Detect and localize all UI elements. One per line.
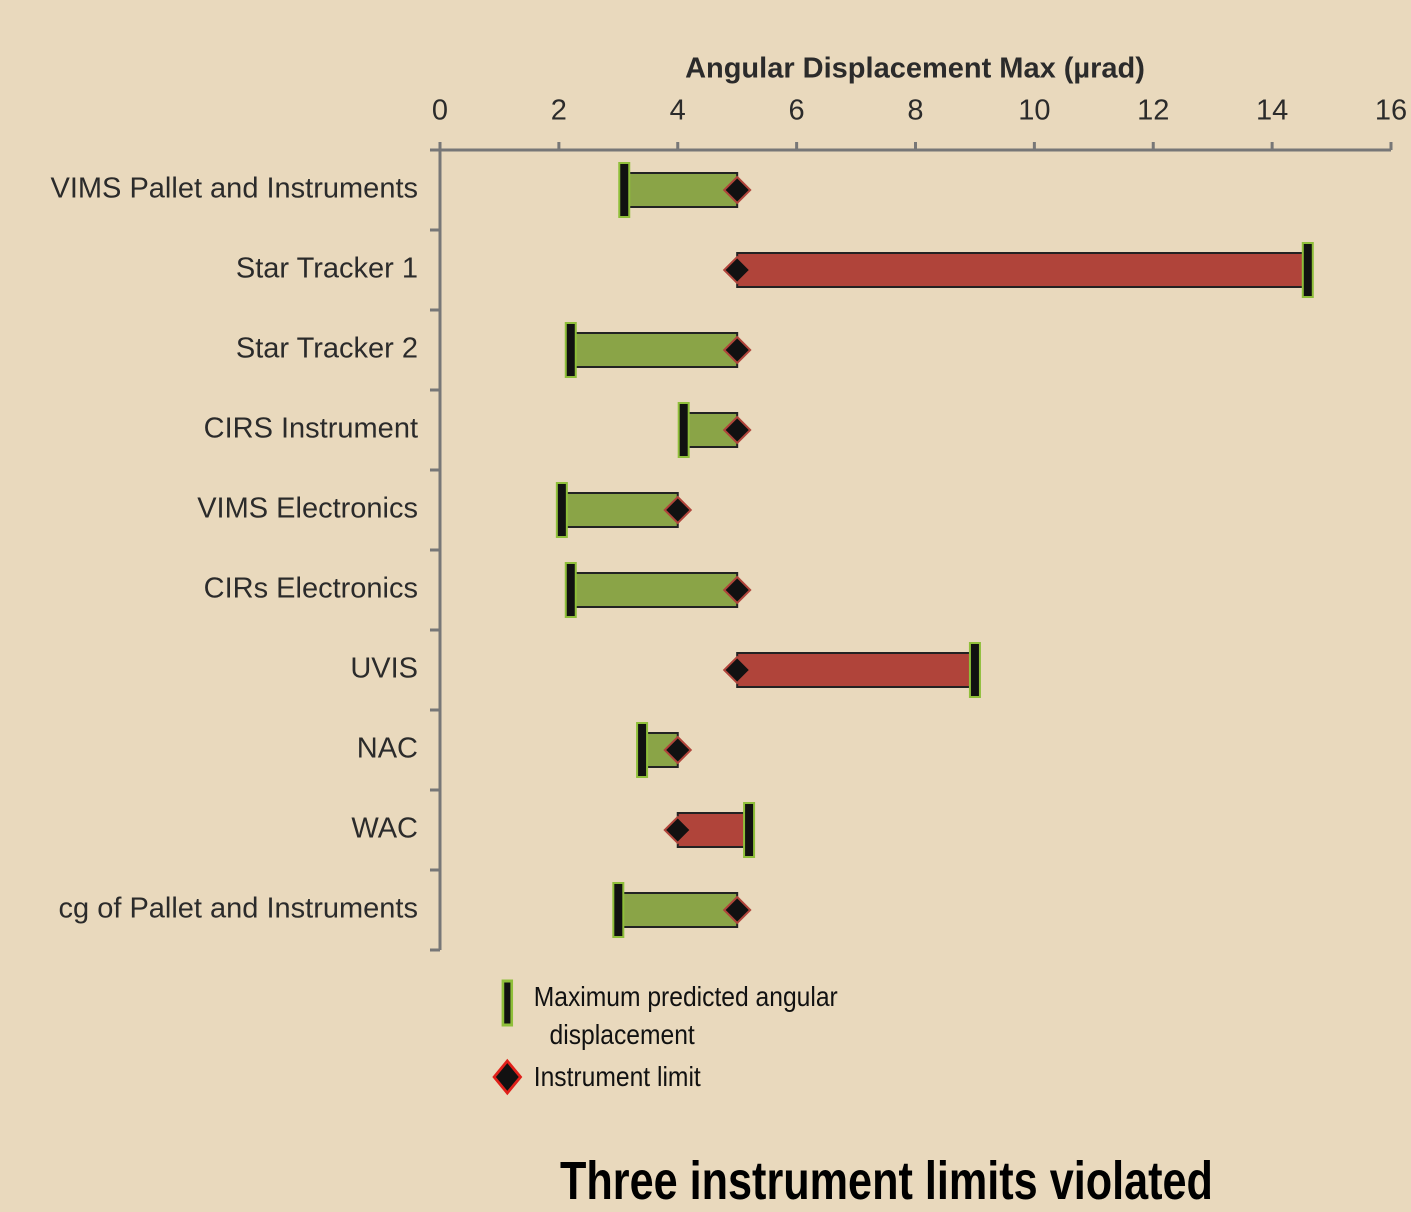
bar — [736, 652, 976, 688]
limit-marker — [722, 655, 752, 685]
y-tick-label: WAC — [351, 813, 418, 845]
predicted-marker — [968, 642, 981, 698]
predicted-marker — [1301, 242, 1314, 298]
bar — [569, 572, 739, 608]
limit-marker — [722, 575, 752, 605]
annotation: Three instrument limits violated — [560, 1151, 1213, 1211]
predicted-marker — [743, 802, 756, 858]
chart: Angular Displacement Max (µrad) 0 2 4 6 8 10 1… — [51, 53, 1407, 952]
limit-marker — [722, 175, 752, 205]
limit-marker — [663, 815, 693, 845]
legend-label: Maximum predicted angular displacement — [533, 981, 838, 1050]
y-tick-label: VIMS Electronics — [197, 493, 418, 525]
y-tick-label: Star Tracker 1 — [236, 253, 418, 285]
limit-marker — [663, 495, 693, 525]
y-tick-label: Star Tracker 2 — [236, 333, 418, 365]
x-tick-label: 14 — [1256, 95, 1288, 127]
x-tick-label: 2 — [551, 95, 567, 127]
y-tick-label: CIRS Instrument — [204, 413, 418, 445]
predicted-marker — [618, 162, 631, 218]
legend: Maximum predicted angular displacement I… — [492, 978, 893, 1100]
legend-item: Instrument limit — [492, 1058, 893, 1096]
x-axis-label: Angular Displacement Max (µrad) — [685, 53, 1145, 85]
limit-marker — [722, 895, 752, 925]
predicted-marker — [612, 882, 625, 938]
bar — [617, 892, 739, 928]
x-tick-label: 6 — [789, 95, 805, 127]
predicted-marker — [636, 722, 649, 778]
bar — [560, 492, 679, 528]
y-tick-label: cg of Pallet and Instruments — [59, 893, 418, 925]
predicted-marker — [555, 482, 568, 538]
limit-marker — [663, 735, 693, 765]
y-tick-label: VIMS Pallet and Instruments — [51, 173, 419, 205]
predicted-marker — [564, 562, 577, 618]
x-tick-label: 4 — [670, 95, 686, 127]
x-tick-label: 16 — [1375, 95, 1407, 127]
limit-marker — [722, 335, 752, 365]
legend-item: Maximum predicted angular displacement — [495, 978, 893, 1054]
y-tick-label: NAC — [357, 733, 418, 765]
predicted-marker — [564, 322, 577, 378]
predicted-marker — [677, 402, 690, 458]
bar — [623, 172, 739, 208]
x-tick-label: 0 — [432, 95, 448, 127]
y-tick-label: UVIS — [350, 653, 418, 685]
limit-marker — [722, 415, 752, 445]
limit-marker — [722, 255, 752, 285]
x-tick-label: 10 — [1018, 95, 1050, 127]
bar — [569, 332, 739, 368]
legend-icon — [501, 979, 514, 1027]
bar — [736, 252, 1309, 288]
x-tick-label: 12 — [1137, 95, 1169, 127]
y-tick-label: CIRs Electronics — [204, 573, 418, 605]
legend-label: Instrument limit — [533, 1061, 701, 1092]
legend-icon — [492, 1058, 523, 1096]
x-tick-label: 8 — [907, 95, 923, 127]
